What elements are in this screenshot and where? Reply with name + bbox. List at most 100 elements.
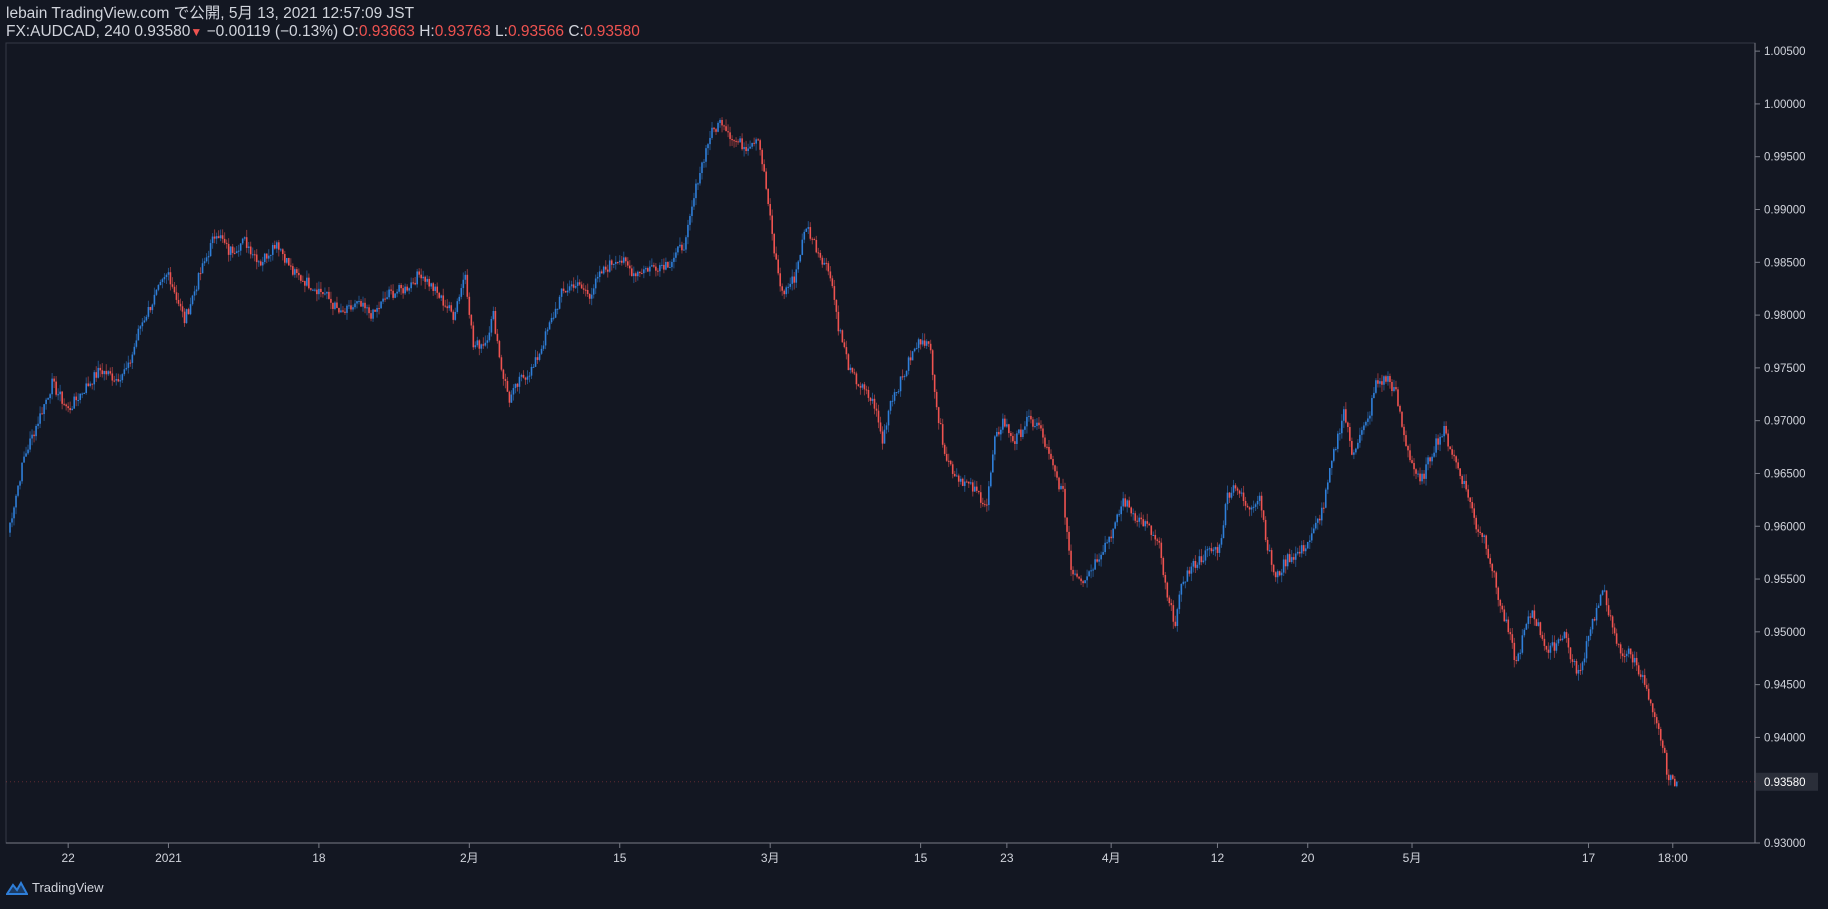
bar-body bbox=[117, 379, 120, 382]
bar-body bbox=[1282, 559, 1285, 573]
bar-body bbox=[602, 266, 605, 274]
bar-body bbox=[1421, 473, 1423, 482]
bar-body bbox=[75, 396, 77, 401]
bar-body bbox=[919, 339, 922, 345]
bar-body bbox=[735, 140, 737, 142]
y-tick-label: 0.93000 bbox=[1764, 838, 1806, 850]
bar-body bbox=[610, 260, 613, 265]
bar-body bbox=[620, 260, 623, 263]
bar-body bbox=[967, 481, 970, 484]
bar-body bbox=[159, 281, 162, 286]
bar-body bbox=[348, 305, 350, 307]
bar-body bbox=[705, 148, 707, 162]
bar-body bbox=[739, 138, 741, 143]
bar-body bbox=[1034, 425, 1036, 427]
bar-body bbox=[101, 370, 104, 375]
bar-body bbox=[641, 273, 643, 275]
bar-body bbox=[1361, 430, 1363, 435]
bar-body bbox=[356, 301, 358, 304]
bar-body bbox=[1118, 514, 1120, 516]
bar-body bbox=[1455, 456, 1457, 463]
bar-body bbox=[49, 394, 51, 399]
bar-body bbox=[404, 286, 406, 294]
bar-body bbox=[745, 146, 747, 152]
bar-body bbox=[1419, 473, 1421, 482]
bar-body bbox=[552, 317, 555, 319]
bar-body bbox=[1625, 653, 1628, 657]
bar-body bbox=[245, 237, 248, 248]
x-tick-label: 18 bbox=[312, 851, 326, 865]
bar-body bbox=[1062, 485, 1064, 489]
bar-body bbox=[1138, 517, 1141, 522]
bar-body bbox=[1349, 427, 1351, 441]
bar-body bbox=[1304, 548, 1307, 552]
bar-body bbox=[883, 429, 886, 444]
bar-body bbox=[179, 303, 182, 307]
bar-body bbox=[516, 383, 519, 387]
bar-body bbox=[741, 138, 743, 150]
bar-body bbox=[61, 391, 63, 404]
bar-body bbox=[1391, 381, 1393, 392]
bar-body bbox=[1180, 583, 1183, 595]
bar-body bbox=[707, 144, 709, 149]
bar-body bbox=[65, 404, 67, 407]
bar-body bbox=[1182, 581, 1185, 584]
bar-body bbox=[285, 257, 288, 263]
bar-body bbox=[39, 413, 41, 424]
bar-body bbox=[542, 345, 545, 349]
bar-body bbox=[410, 282, 412, 289]
bar-body bbox=[1527, 616, 1530, 624]
bar-body bbox=[1397, 389, 1399, 406]
bar-body bbox=[219, 235, 222, 239]
bar-body bbox=[1258, 495, 1261, 501]
bar-body bbox=[721, 119, 723, 126]
y-tick-label: 0.97500 bbox=[1764, 363, 1806, 375]
bar-body bbox=[1497, 587, 1500, 600]
bar-body bbox=[1290, 557, 1293, 563]
bar-body bbox=[1150, 525, 1153, 535]
bar-body bbox=[273, 245, 276, 249]
bar-body bbox=[193, 291, 196, 296]
bar-body bbox=[1429, 457, 1431, 462]
bar-body bbox=[1108, 536, 1110, 543]
bar-body bbox=[530, 367, 533, 376]
bar-body bbox=[1314, 522, 1317, 529]
bar-body bbox=[596, 276, 599, 279]
down-arrow-icon: ▼ bbox=[190, 25, 203, 39]
bar-body bbox=[1046, 446, 1048, 448]
bar-body bbox=[1130, 507, 1133, 514]
bar-body bbox=[781, 286, 784, 291]
bar-body bbox=[422, 276, 424, 279]
bar-body bbox=[913, 348, 916, 352]
bar-body bbox=[630, 268, 633, 277]
bar-body bbox=[634, 273, 637, 277]
bar-body bbox=[241, 238, 244, 244]
bar-body bbox=[1597, 605, 1600, 608]
bar-body bbox=[524, 377, 527, 380]
bar-body bbox=[1365, 421, 1367, 426]
bar-body bbox=[1433, 452, 1435, 457]
bar-body bbox=[372, 309, 374, 319]
bar-body bbox=[1068, 531, 1070, 551]
bar-body bbox=[907, 357, 910, 371]
bar-body bbox=[265, 253, 268, 259]
y-tick-label: 0.95500 bbox=[1764, 574, 1806, 586]
bar-body bbox=[446, 306, 449, 309]
bar-body bbox=[1244, 500, 1247, 506]
bar-body bbox=[1268, 550, 1271, 552]
bar-body bbox=[606, 269, 609, 272]
bar-body bbox=[843, 342, 846, 348]
bar-body bbox=[1164, 574, 1167, 583]
footer: TradingView bbox=[6, 880, 104, 895]
price-bars bbox=[9, 117, 1678, 788]
bar-body bbox=[302, 280, 304, 282]
bar-body bbox=[1675, 781, 1678, 787]
bar-body bbox=[1272, 564, 1275, 573]
bar-body bbox=[1106, 542, 1108, 544]
bar-body bbox=[643, 269, 645, 274]
bar-body bbox=[1088, 571, 1090, 577]
bar-body bbox=[1591, 619, 1594, 630]
bar-body bbox=[233, 252, 236, 254]
open-label: O: bbox=[342, 23, 359, 40]
